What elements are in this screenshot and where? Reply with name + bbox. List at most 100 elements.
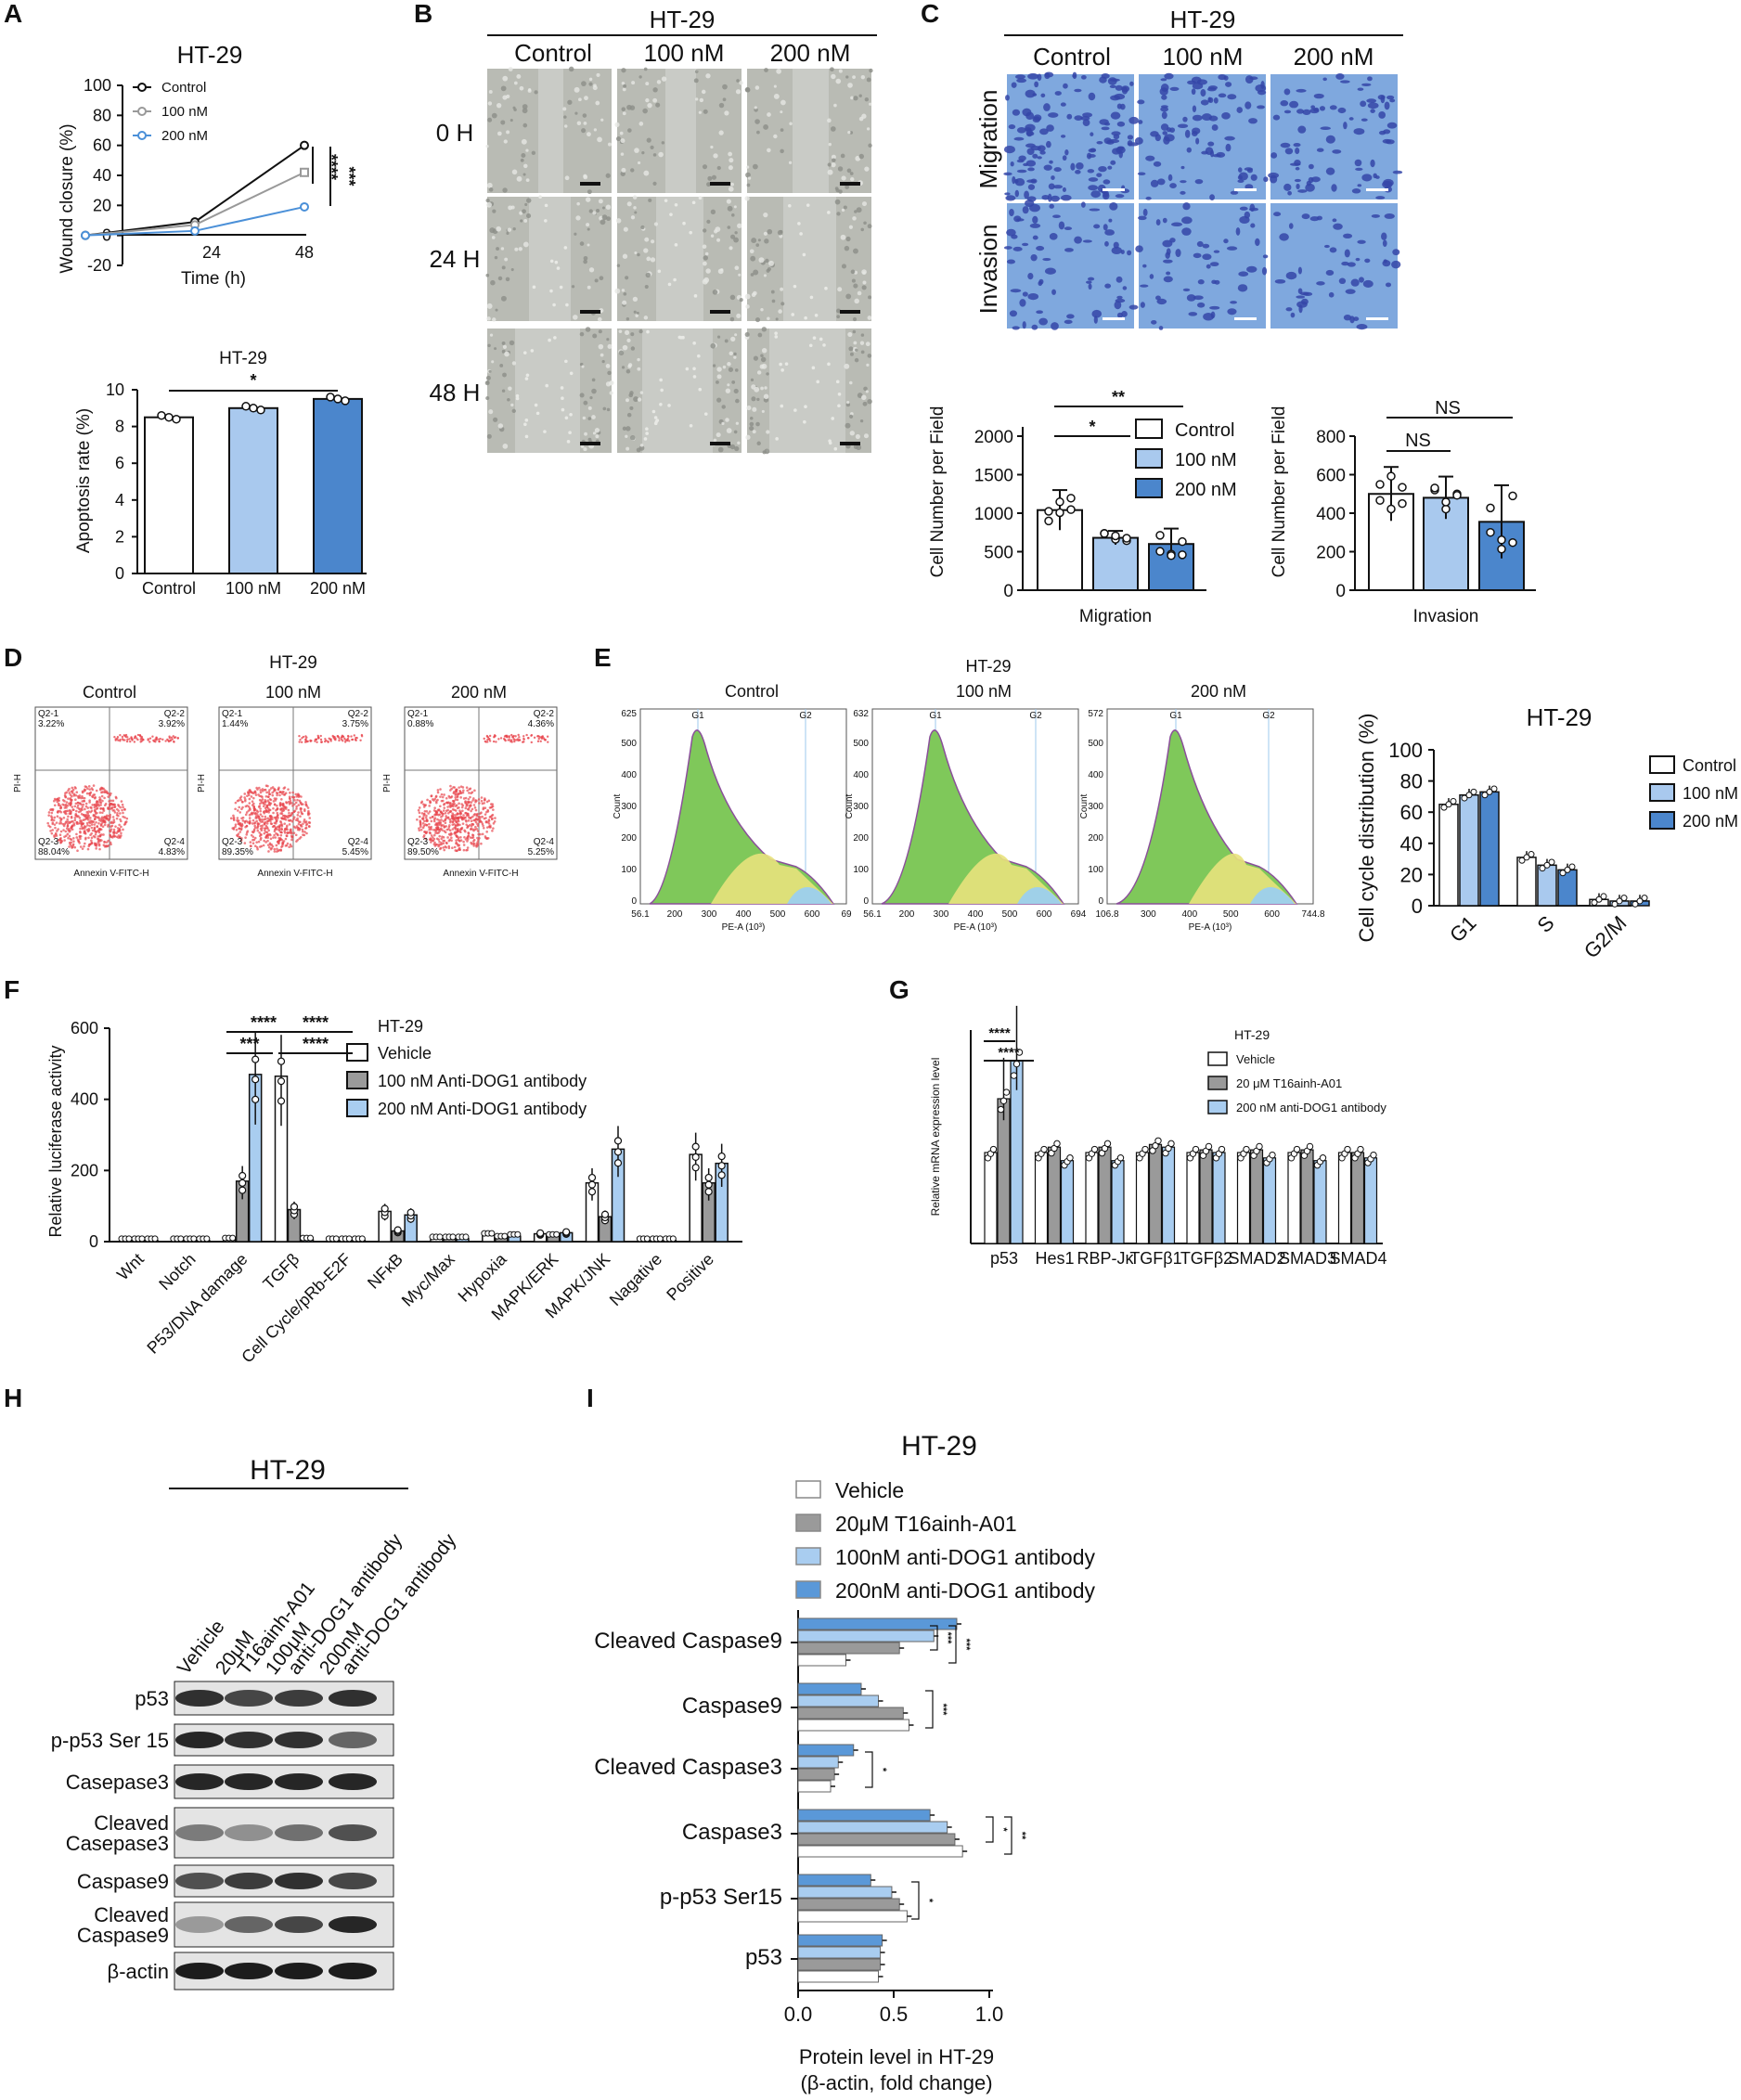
event-dot (539, 740, 542, 743)
cell (1296, 183, 1300, 189)
event-dot (307, 811, 310, 815)
event-dot (122, 811, 124, 815)
event-dot (136, 733, 140, 737)
panel-a2-title: HT-29 (219, 349, 267, 368)
g1-area (1116, 729, 1298, 905)
event-dot (432, 836, 434, 839)
cell (845, 236, 851, 242)
event-dot (80, 825, 84, 828)
event-dot (264, 815, 267, 818)
event-dot (471, 807, 474, 811)
cell (1088, 185, 1099, 191)
event-dot (108, 800, 110, 803)
histogram-ylabel: Count (1079, 793, 1090, 818)
cell (642, 108, 648, 114)
cell (707, 175, 713, 181)
event-dot (71, 808, 75, 811)
quadrant-label: Q2-3 (38, 837, 59, 847)
g2-area (787, 887, 832, 904)
cell (564, 359, 568, 364)
event-dot (256, 827, 259, 830)
legend-label: Control (1175, 420, 1234, 441)
event-dot (513, 740, 516, 743)
event-dot (66, 804, 70, 807)
cell (804, 316, 807, 320)
g1-area (881, 729, 1065, 905)
cell (1298, 304, 1303, 314)
cell (583, 121, 587, 125)
cell (1244, 184, 1254, 190)
event-dot (243, 796, 246, 799)
data-point (989, 1145, 998, 1153)
event-dot (75, 809, 78, 813)
event-dot (299, 815, 302, 818)
cell (1362, 279, 1373, 288)
cell (845, 293, 852, 300)
cell (645, 432, 649, 435)
event-dot (424, 816, 428, 819)
event-dot (276, 807, 279, 810)
cell (727, 225, 731, 229)
cell (567, 99, 573, 105)
cell (861, 269, 867, 275)
g1-area (649, 729, 835, 905)
x-tick-label: Hes1 (1035, 1249, 1074, 1268)
cell (835, 78, 842, 84)
event-dot (239, 811, 242, 814)
event-dot (240, 801, 244, 804)
y-tick-label: 500 (853, 739, 869, 749)
event-dot (257, 840, 261, 844)
cell (728, 165, 733, 171)
band (275, 1963, 323, 1979)
scale-bar (710, 442, 730, 445)
event-dot (291, 805, 294, 807)
cell (1016, 126, 1026, 134)
cell (1367, 102, 1379, 110)
event-dot (452, 805, 455, 808)
event-dot (69, 809, 71, 813)
event-dot (148, 741, 151, 743)
event-dot (439, 821, 443, 824)
x-tick-label: Myc/Max (398, 1250, 458, 1310)
cell (485, 375, 491, 380)
cell (485, 198, 490, 203)
cell (607, 370, 612, 376)
wound-gap (793, 69, 829, 193)
cell (1027, 184, 1036, 190)
event-dot (246, 794, 249, 798)
cell (602, 406, 607, 411)
data-point (300, 167, 309, 177)
data-point (326, 393, 335, 402)
cell (1223, 238, 1229, 244)
cell (863, 221, 867, 225)
bar (797, 1934, 883, 1947)
event-dot (232, 814, 235, 818)
cell (702, 164, 708, 170)
event-dot (423, 819, 426, 823)
cell (1169, 238, 1176, 243)
cell (1080, 74, 1087, 80)
cell (1186, 294, 1196, 302)
event-dot (273, 821, 277, 825)
event-dot (343, 741, 347, 743)
cell (754, 106, 757, 110)
x-tick-label: 300 (1141, 909, 1156, 920)
event-dot (131, 739, 134, 741)
event-dot (135, 737, 138, 740)
event-dot (95, 805, 97, 808)
event-dot (300, 741, 303, 744)
cell (519, 211, 523, 215)
data-point (1430, 483, 1439, 493)
event-dot (430, 819, 433, 823)
cell (1255, 238, 1260, 247)
event-dot (256, 829, 260, 832)
event-dot (268, 789, 271, 792)
data-point (1012, 1060, 1021, 1068)
event-dot (168, 736, 172, 740)
event-dot (48, 825, 52, 829)
event-dot (261, 790, 264, 792)
legend-label: 100 nM (1175, 450, 1237, 470)
cell (1295, 166, 1300, 171)
cell (739, 81, 743, 85)
data-point (251, 1076, 260, 1084)
